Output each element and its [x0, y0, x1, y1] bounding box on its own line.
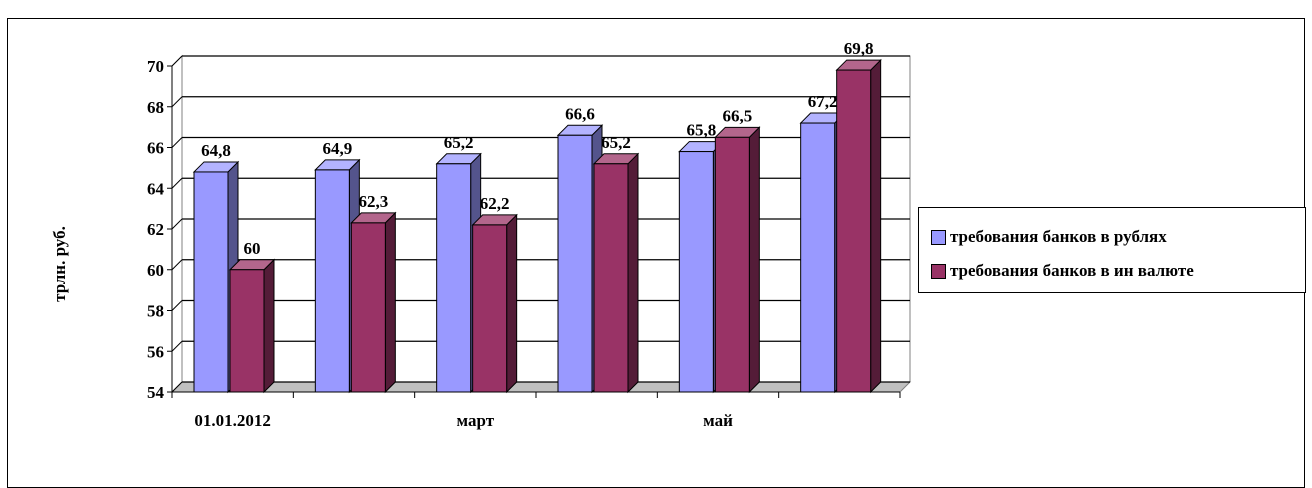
- bar-currency-side: [748, 126, 760, 394]
- bar-currency-side: [263, 258, 275, 394]
- bar-currency: [836, 69, 872, 393]
- legend-swatch-rubles: [931, 229, 946, 245]
- gridline-side: [171, 340, 183, 352]
- bar-currency: [350, 222, 386, 393]
- legend-swatch-currency: [931, 263, 946, 279]
- y-axis-label: трлн. руб.: [50, 226, 69, 302]
- bar-currency: [472, 224, 508, 393]
- bar-currency: [714, 136, 750, 393]
- x-tick-label: 01.01.2012: [194, 411, 271, 430]
- x-tick-label: март: [457, 411, 495, 430]
- bar-currency: [593, 163, 629, 393]
- y-tick-label: 70: [147, 57, 164, 76]
- legend-label-currency: требования банков в ин валюте: [950, 261, 1194, 280]
- y-tick-label: 64: [147, 179, 165, 198]
- y-tick-label: 54: [147, 383, 165, 402]
- data-label-currency: 60: [244, 239, 261, 258]
- legend-item-currency: требования банков в ин валюте: [931, 260, 1194, 282]
- data-label-rubles: 65,8: [686, 121, 716, 140]
- bar-rubles: [557, 134, 593, 393]
- y-tick-label: 56: [147, 342, 164, 361]
- bar-currency-side: [627, 152, 639, 394]
- legend-label-rubles: требования банков в рублях: [950, 227, 1167, 246]
- bar-rubles: [314, 169, 350, 393]
- bar-rubles: [436, 163, 472, 393]
- gridline-side: [171, 177, 183, 189]
- y-tick-label: 62: [147, 220, 164, 239]
- gridline-side: [171, 300, 183, 311]
- y-tick-label: 68: [147, 98, 164, 117]
- y-tick-label: 58: [147, 302, 164, 321]
- bar-rubles: [678, 151, 714, 393]
- floor: [170, 381, 912, 393]
- data-label-rubles: 64,8: [201, 141, 231, 160]
- gridline-side: [171, 381, 183, 393]
- bar-currency: [229, 269, 265, 393]
- legend: требования банков в рублях требования ба…: [918, 207, 1306, 293]
- data-label-currency: 62,3: [358, 192, 388, 211]
- bar-currency-side: [384, 211, 396, 394]
- bar-currency-side: [870, 58, 882, 394]
- y-tick-label: 60: [147, 261, 164, 280]
- data-label-rubles: 64,9: [322, 139, 352, 158]
- legend-item-rubles: требования банков в рублях: [931, 226, 1167, 248]
- gridline-side: [171, 137, 183, 148]
- bar-currency-side: [506, 213, 518, 394]
- y-tick-label: 66: [147, 139, 164, 158]
- data-label-rubles: 66,6: [565, 104, 595, 123]
- gridline-side: [171, 96, 183, 108]
- data-label-currency: 65,2: [601, 133, 631, 152]
- data-label-currency: 69,8: [844, 39, 874, 58]
- gridline-side: [171, 259, 183, 271]
- bar-rubles: [800, 122, 836, 393]
- bar-rubles: [193, 171, 229, 393]
- data-label-rubles: 67,2: [808, 92, 838, 111]
- x-tick-label: май: [703, 411, 733, 430]
- data-label-currency: 66,5: [722, 106, 752, 125]
- gridline-side: [171, 55, 183, 67]
- data-label-currency: 62,2: [480, 194, 510, 213]
- data-label-rubles: 65,2: [444, 133, 474, 152]
- gridline-side: [171, 218, 183, 230]
